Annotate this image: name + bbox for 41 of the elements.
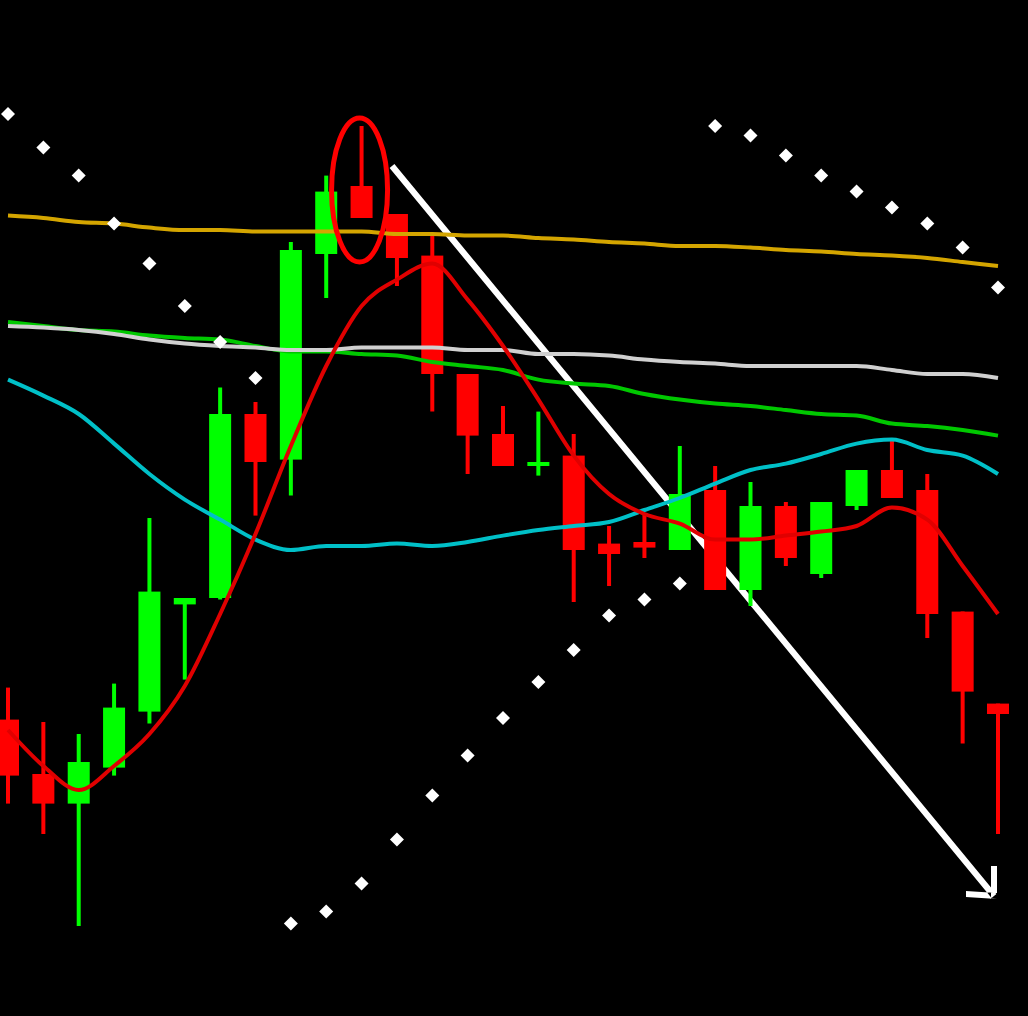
point (849, 184, 864, 199)
point (213, 335, 228, 349)
point (531, 675, 546, 689)
point (955, 240, 970, 255)
point (283, 916, 298, 931)
point (708, 119, 723, 133)
candlestick (845, 468, 868, 512)
point (920, 216, 935, 231)
point (743, 128, 758, 143)
point (496, 711, 510, 725)
point (884, 200, 899, 215)
point (991, 280, 1005, 295)
point (425, 788, 440, 803)
candlestick (492, 404, 514, 468)
candlestick (987, 701, 1009, 836)
candlestick (633, 512, 656, 560)
point (460, 748, 475, 763)
point (177, 299, 192, 313)
point (637, 592, 652, 607)
point (107, 216, 122, 231)
point (71, 168, 86, 183)
candlestick (598, 524, 621, 588)
point (389, 832, 404, 847)
candlestick (350, 124, 373, 220)
point (142, 256, 157, 271)
candlestick (527, 409, 550, 478)
point (1, 107, 15, 121)
point (248, 371, 263, 385)
point (778, 148, 793, 163)
point (36, 140, 51, 155)
candlestick (32, 720, 55, 836)
point (566, 643, 581, 657)
point (814, 168, 829, 183)
candlestick (67, 732, 90, 928)
candlestick (880, 437, 903, 500)
candlestick (173, 596, 196, 682)
point (672, 576, 687, 591)
point (354, 876, 369, 891)
point (602, 608, 617, 623)
point (319, 904, 334, 919)
candlestick (244, 400, 267, 518)
